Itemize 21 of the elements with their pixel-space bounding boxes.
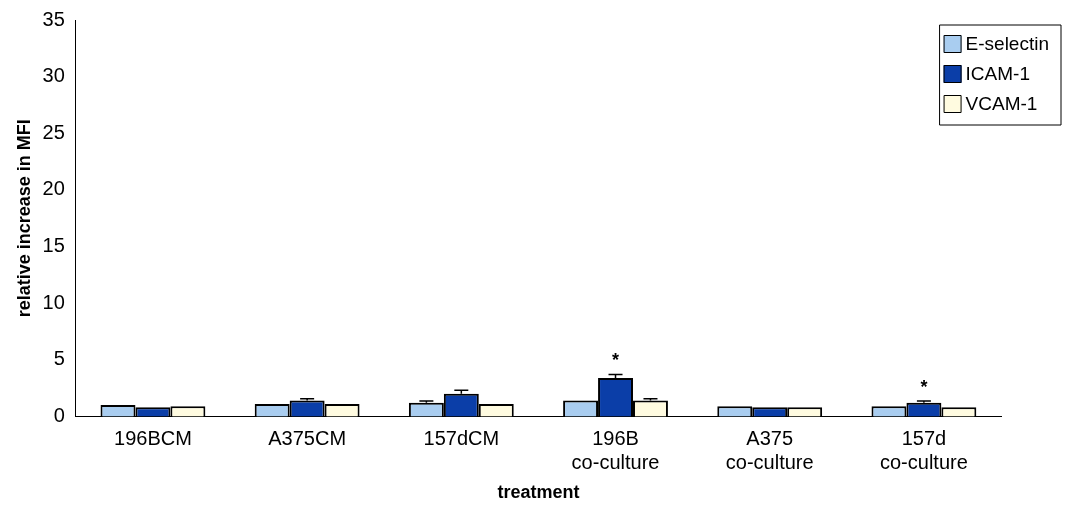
y-tick-label: 10 bbox=[42, 290, 65, 313]
y-tick-label: 25 bbox=[42, 120, 65, 143]
y-tick-label: 0 bbox=[53, 403, 65, 426]
x-tick-label: 196B co-culture bbox=[571, 426, 660, 473]
y-tick-label: 15 bbox=[42, 234, 65, 257]
annotation: * bbox=[920, 377, 928, 398]
x-tick-label: 157dCM bbox=[423, 426, 500, 449]
y-axis-title: relative increase in MFI bbox=[13, 119, 34, 318]
legend-label: VCAM-1 bbox=[965, 93, 1038, 115]
y-tick-label: 35 bbox=[42, 7, 65, 30]
y-tick-label: 20 bbox=[42, 177, 65, 200]
x-tick-label: A375CM bbox=[268, 426, 347, 449]
legend-label: ICAM-1 bbox=[965, 63, 1030, 85]
annotation: * bbox=[612, 350, 620, 371]
x-axis-title: treatment bbox=[497, 482, 580, 503]
y-tick-label: 30 bbox=[42, 64, 65, 87]
x-tick-label: 157d co-culture bbox=[880, 426, 968, 473]
legend-label: E-selectin bbox=[965, 33, 1049, 55]
x-tick-label: 196BCM bbox=[114, 426, 192, 449]
y-tick-label: 5 bbox=[53, 347, 65, 370]
x-tick-label: A375 co-culture bbox=[725, 426, 814, 473]
